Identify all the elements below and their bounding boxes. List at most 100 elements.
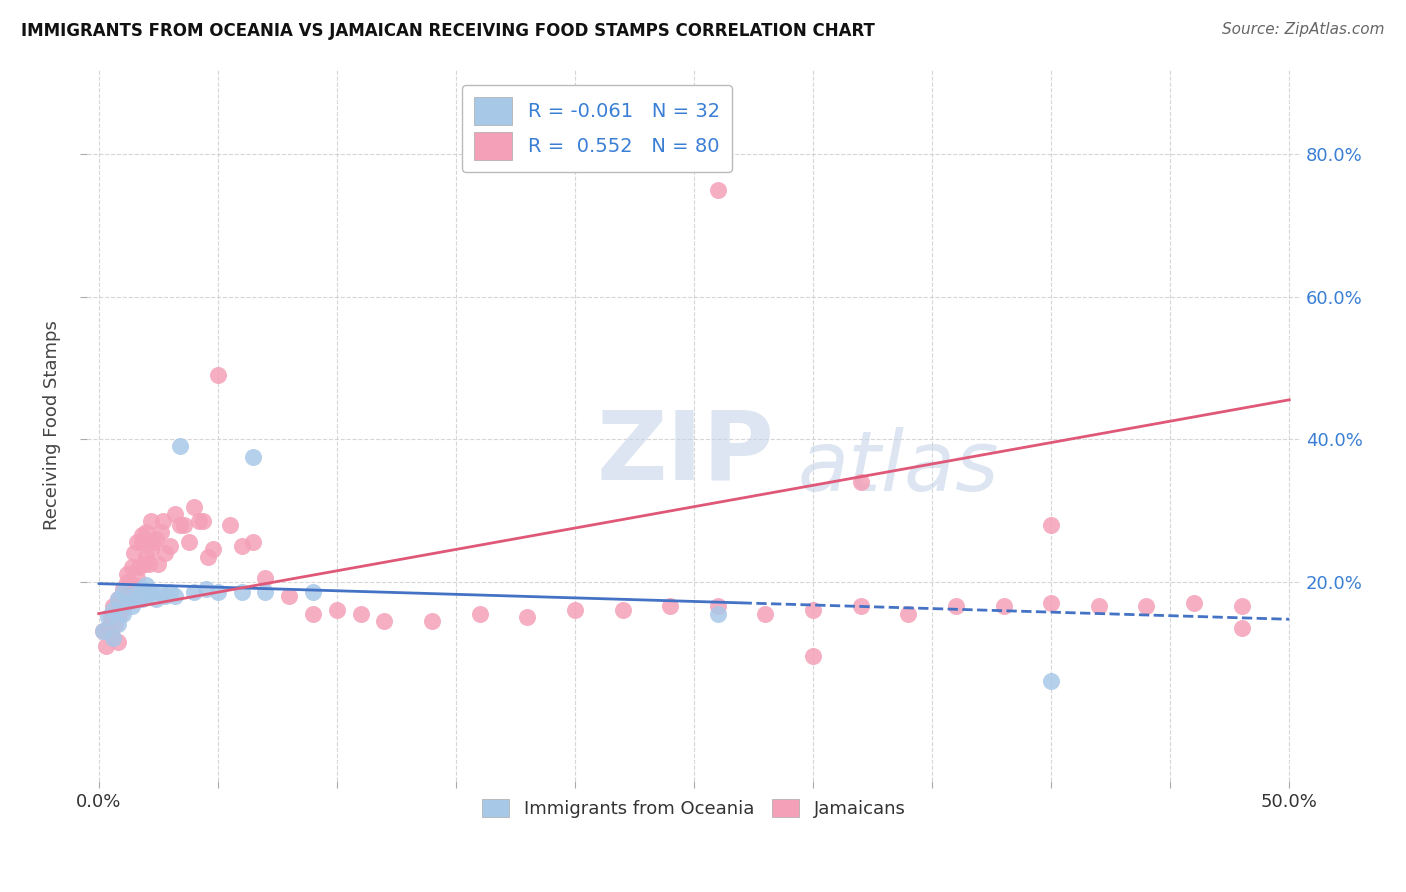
Point bbox=[135, 524, 157, 539]
Point bbox=[897, 607, 920, 621]
Point bbox=[801, 649, 824, 664]
Point bbox=[193, 514, 215, 528]
Point bbox=[420, 614, 443, 628]
Point bbox=[111, 585, 134, 599]
Point bbox=[659, 599, 682, 614]
Point bbox=[125, 592, 148, 607]
Point bbox=[993, 599, 1015, 614]
Point bbox=[111, 599, 134, 614]
Point bbox=[202, 542, 225, 557]
Point bbox=[149, 585, 172, 599]
Point bbox=[107, 592, 129, 607]
Point bbox=[124, 578, 146, 592]
Point bbox=[93, 624, 115, 639]
Point bbox=[231, 585, 253, 599]
Point bbox=[94, 639, 117, 653]
Point bbox=[101, 632, 124, 646]
Point bbox=[194, 582, 217, 596]
Point bbox=[135, 589, 157, 603]
Point bbox=[142, 535, 165, 549]
Point bbox=[108, 607, 131, 621]
Point bbox=[612, 603, 634, 617]
Point bbox=[104, 617, 127, 632]
Point bbox=[101, 603, 124, 617]
Point bbox=[179, 535, 201, 549]
Point bbox=[169, 439, 191, 453]
Point bbox=[111, 582, 134, 596]
Point bbox=[468, 607, 491, 621]
Point bbox=[1230, 599, 1253, 614]
Text: IMMIGRANTS FROM OCEANIA VS JAMAICAN RECEIVING FOOD STAMPS CORRELATION CHART: IMMIGRANTS FROM OCEANIA VS JAMAICAN RECE… bbox=[21, 22, 875, 40]
Point bbox=[135, 578, 157, 592]
Point bbox=[121, 599, 143, 614]
Point bbox=[1040, 517, 1063, 532]
Point bbox=[117, 574, 139, 589]
Point bbox=[349, 607, 371, 621]
Point bbox=[131, 535, 153, 549]
Point bbox=[132, 557, 155, 571]
Point bbox=[139, 585, 162, 599]
Point bbox=[1135, 599, 1157, 614]
Point bbox=[207, 368, 229, 382]
Point bbox=[107, 617, 129, 632]
Point bbox=[131, 582, 153, 596]
Point bbox=[169, 517, 191, 532]
Point bbox=[152, 514, 174, 528]
Point bbox=[114, 592, 136, 607]
Point bbox=[754, 607, 776, 621]
Point bbox=[149, 524, 172, 539]
Point bbox=[159, 539, 181, 553]
Point bbox=[125, 585, 148, 599]
Point bbox=[121, 560, 143, 574]
Point bbox=[187, 514, 209, 528]
Point bbox=[124, 546, 146, 560]
Text: ZIP: ZIP bbox=[596, 407, 775, 500]
Point bbox=[302, 585, 325, 599]
Point bbox=[121, 592, 143, 607]
Point bbox=[97, 621, 120, 635]
Point bbox=[1087, 599, 1109, 614]
Point bbox=[707, 607, 730, 621]
Point bbox=[148, 557, 170, 571]
Point bbox=[135, 549, 157, 564]
Point bbox=[163, 507, 186, 521]
Point bbox=[183, 585, 205, 599]
Point bbox=[163, 589, 186, 603]
Text: atlas: atlas bbox=[797, 427, 998, 508]
Point bbox=[242, 535, 264, 549]
Point bbox=[231, 539, 253, 553]
Point bbox=[326, 603, 349, 617]
Point bbox=[278, 589, 301, 603]
Point bbox=[302, 607, 325, 621]
Point bbox=[117, 596, 139, 610]
Point bbox=[1040, 674, 1063, 689]
Point bbox=[111, 607, 134, 621]
Point bbox=[707, 599, 730, 614]
Point bbox=[173, 517, 195, 532]
Point bbox=[145, 532, 167, 546]
Point bbox=[183, 500, 205, 514]
Point bbox=[207, 585, 229, 599]
Point bbox=[97, 610, 120, 624]
Point bbox=[107, 592, 129, 607]
Point bbox=[945, 599, 967, 614]
Point bbox=[849, 599, 872, 614]
Point bbox=[138, 557, 160, 571]
Point bbox=[100, 610, 122, 624]
Point bbox=[1040, 596, 1063, 610]
Point bbox=[242, 450, 264, 464]
Point bbox=[254, 585, 277, 599]
Legend: Immigrants from Oceania, Jamaicans: Immigrants from Oceania, Jamaicans bbox=[475, 791, 912, 825]
Point bbox=[131, 528, 153, 542]
Point bbox=[118, 585, 141, 599]
Point bbox=[849, 475, 872, 489]
Point bbox=[564, 603, 586, 617]
Point bbox=[218, 517, 240, 532]
Text: Source: ZipAtlas.com: Source: ZipAtlas.com bbox=[1222, 22, 1385, 37]
Point bbox=[155, 589, 177, 603]
Point bbox=[254, 571, 277, 585]
Point bbox=[1182, 596, 1205, 610]
Point bbox=[139, 542, 162, 557]
Point bbox=[1230, 621, 1253, 635]
Point bbox=[125, 535, 148, 549]
